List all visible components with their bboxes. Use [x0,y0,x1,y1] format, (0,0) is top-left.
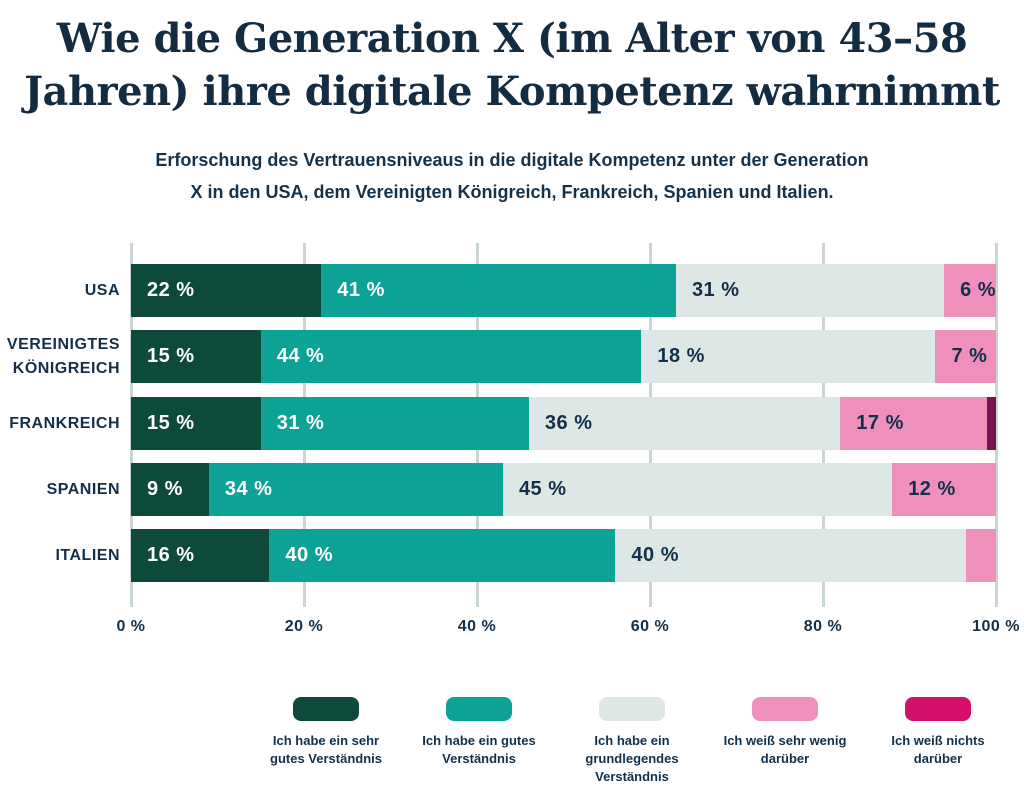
category-label-usa: USA [0,279,120,303]
segment-value-label: 6 % [960,279,997,301]
segment-value-label: 9 % [147,478,183,500]
segment-value-label: 40 % [285,544,333,566]
bar-segment: 36 % [528,397,841,450]
segment-value-label: 36 % [544,412,593,434]
legend-label: Ich weiß nichts darüber [858,732,1018,768]
chart-subtitle-line-1: Erforschung des Vertrauensniveaus in die… [155,150,869,170]
segment-value-label: 17 % [856,412,904,434]
legend-label: Ich habe ein grundlegendes Verständnis [552,732,712,786]
bar-row-spanien: 9 % 34 % 45 % 12 % [131,463,996,516]
bar-segment: 40 % [615,529,966,582]
segment-value-label: 15 % [147,345,195,367]
legend-item-little: Ich weiß sehr wenig darüber [705,697,865,768]
bar-segment: 44 % [260,330,642,383]
bar-segment: 40 % [269,529,616,582]
bar-segment: 22 % [131,264,322,317]
bar-segment: 31 % [260,397,529,450]
bar-segment: 18 % [641,330,936,383]
bar-segment: 17 % [840,397,988,450]
legend-label-line: grundlegendes [585,751,679,766]
legend-label-line: Ich habe ein gutes [422,733,536,748]
legend-label-line: Verständnis [595,769,669,784]
segment-value-label: 7 % [951,345,988,367]
segment-value-label: 31 % [276,412,325,434]
bar-segment: 15 % [131,330,261,383]
x-axis-tick-label: 60 % [630,618,670,635]
x-axis-tick-label: 0 % [116,618,146,635]
legend-label: Ich weiß sehr wenig darüber [705,732,865,768]
legend-swatch-very_good [293,697,359,721]
page-title: Wie die Generation X (im Alter von 43–58… [0,12,1024,118]
bar-segment: 15 % [131,397,261,450]
segment-value-label: 12 % [908,478,956,500]
legend-label-line: darüber [760,751,810,766]
bar-segment: 9 % [131,463,209,516]
bar-segment: 6 % [944,264,996,317]
chart-subtitle: Erforschung des Vertrauensniveaus in die… [0,144,1024,208]
legend-swatch-basic [599,697,665,721]
legend-swatch-nothing [905,697,971,721]
segment-value-label: 34 % [224,478,273,500]
bar-row-italien: 16 % 40 % 40 % [131,529,996,582]
category-label-line: USA [84,282,120,299]
bar-segment: 7 % [935,330,996,383]
page-title-line-2: Jahren) ihre digitale Kompetenz wahrnimm… [24,68,1000,115]
x-axis-tick-label: 40 % [457,618,497,635]
category-label-line: VEREINIGTES [6,336,120,353]
x-axis-tick-label: 100 % [972,618,1020,635]
segment-value-label: 45 % [518,478,567,500]
legend-swatch-little [752,697,818,721]
legend-label: Ich habe ein sehr gutes Verständnis [246,732,406,768]
bar-segment [965,529,996,582]
bar-segment: 45 % [502,463,893,516]
legend-label-line: Verständnis [442,751,516,766]
segment-value-label: 16 % [147,544,195,566]
legend-label-line: Ich habe ein [594,733,670,748]
segment-value-label: 18 % [657,345,705,367]
chart-subtitle-line-2: X in den USA, dem Vereinigten Königreich… [190,182,834,202]
page-title-line-1: Wie die Generation X (im Alter von 43–58 [56,15,968,62]
bar-row-frankreich: 15 % 31 % 36 % 17 % [131,397,996,450]
segment-value-label: 31 % [691,279,740,301]
legend-label-line: darüber [913,751,963,766]
legend-label-line: gutes Verständnis [270,751,382,766]
bar-segment: 31 % [675,264,945,317]
legend-item-good: Ich habe ein gutes Verständnis [399,697,559,768]
category-label-line: FRANKREICH [9,415,120,432]
chart-legend: Ich habe ein sehr gutes Verständnis Ich ha… [0,697,1024,792]
segment-value-label: 15 % [147,412,195,434]
segment-value-label: 40 % [631,544,679,566]
legend-label-line: Ich weiß nichts [891,733,985,748]
bar-segment [987,397,996,450]
bar-segment: 16 % [131,529,270,582]
bar-segment: 12 % [892,463,996,516]
gridline-100 [995,243,998,607]
legend-label-line: Ich weiß sehr wenig [723,733,847,748]
legend-item-nothing: Ich weiß nichts darüber [858,697,1018,768]
x-axis-tick-label: 20 % [284,618,324,635]
category-label-vereinigtes-königreich: VEREINIGTES KÖNIGREICH [0,333,120,381]
bar-row-vereinigtes-königreich: 15 % 44 % 18 % 7 % [131,330,996,383]
segment-value-label: 41 % [337,279,385,301]
bar-segment: 41 % [321,264,676,317]
percentage-axis: 0 % 20 % 40 % 60 % 80 % 100 % [116,617,1019,639]
legend-item-very_good: Ich habe ein sehr gutes Verständnis [246,697,406,768]
bar-segment: 34 % [208,463,503,516]
legend-label-line: Ich habe ein sehr [272,733,380,748]
segment-value-label: 22 % [147,279,195,301]
category-label-italien: ITALIEN [0,544,120,568]
category-label-spanien: SPANIEN [0,478,120,502]
category-label-frankreich: FRANKREICH [0,412,120,436]
segment-value-label: 44 % [276,345,325,367]
category-label-line: KÖNIGREICH [12,360,120,377]
legend-item-basic: Ich habe ein grundlegendes Verständnis [552,697,712,786]
legend-swatch-good [446,697,512,721]
category-label-line: SPANIEN [46,481,120,498]
category-label-line: ITALIEN [55,547,120,564]
bar-row-usa: 22 % 41 % 31 % 6 % [131,264,996,317]
legend-label: Ich habe ein gutes Verständnis [399,732,559,768]
bar-chart-plot-area: 22 % 41 % 31 % 6 % 15 % 44 % 18 % 7 % 15 % 31 % 36… [130,243,998,607]
x-axis-tick-label: 80 % [803,618,843,635]
